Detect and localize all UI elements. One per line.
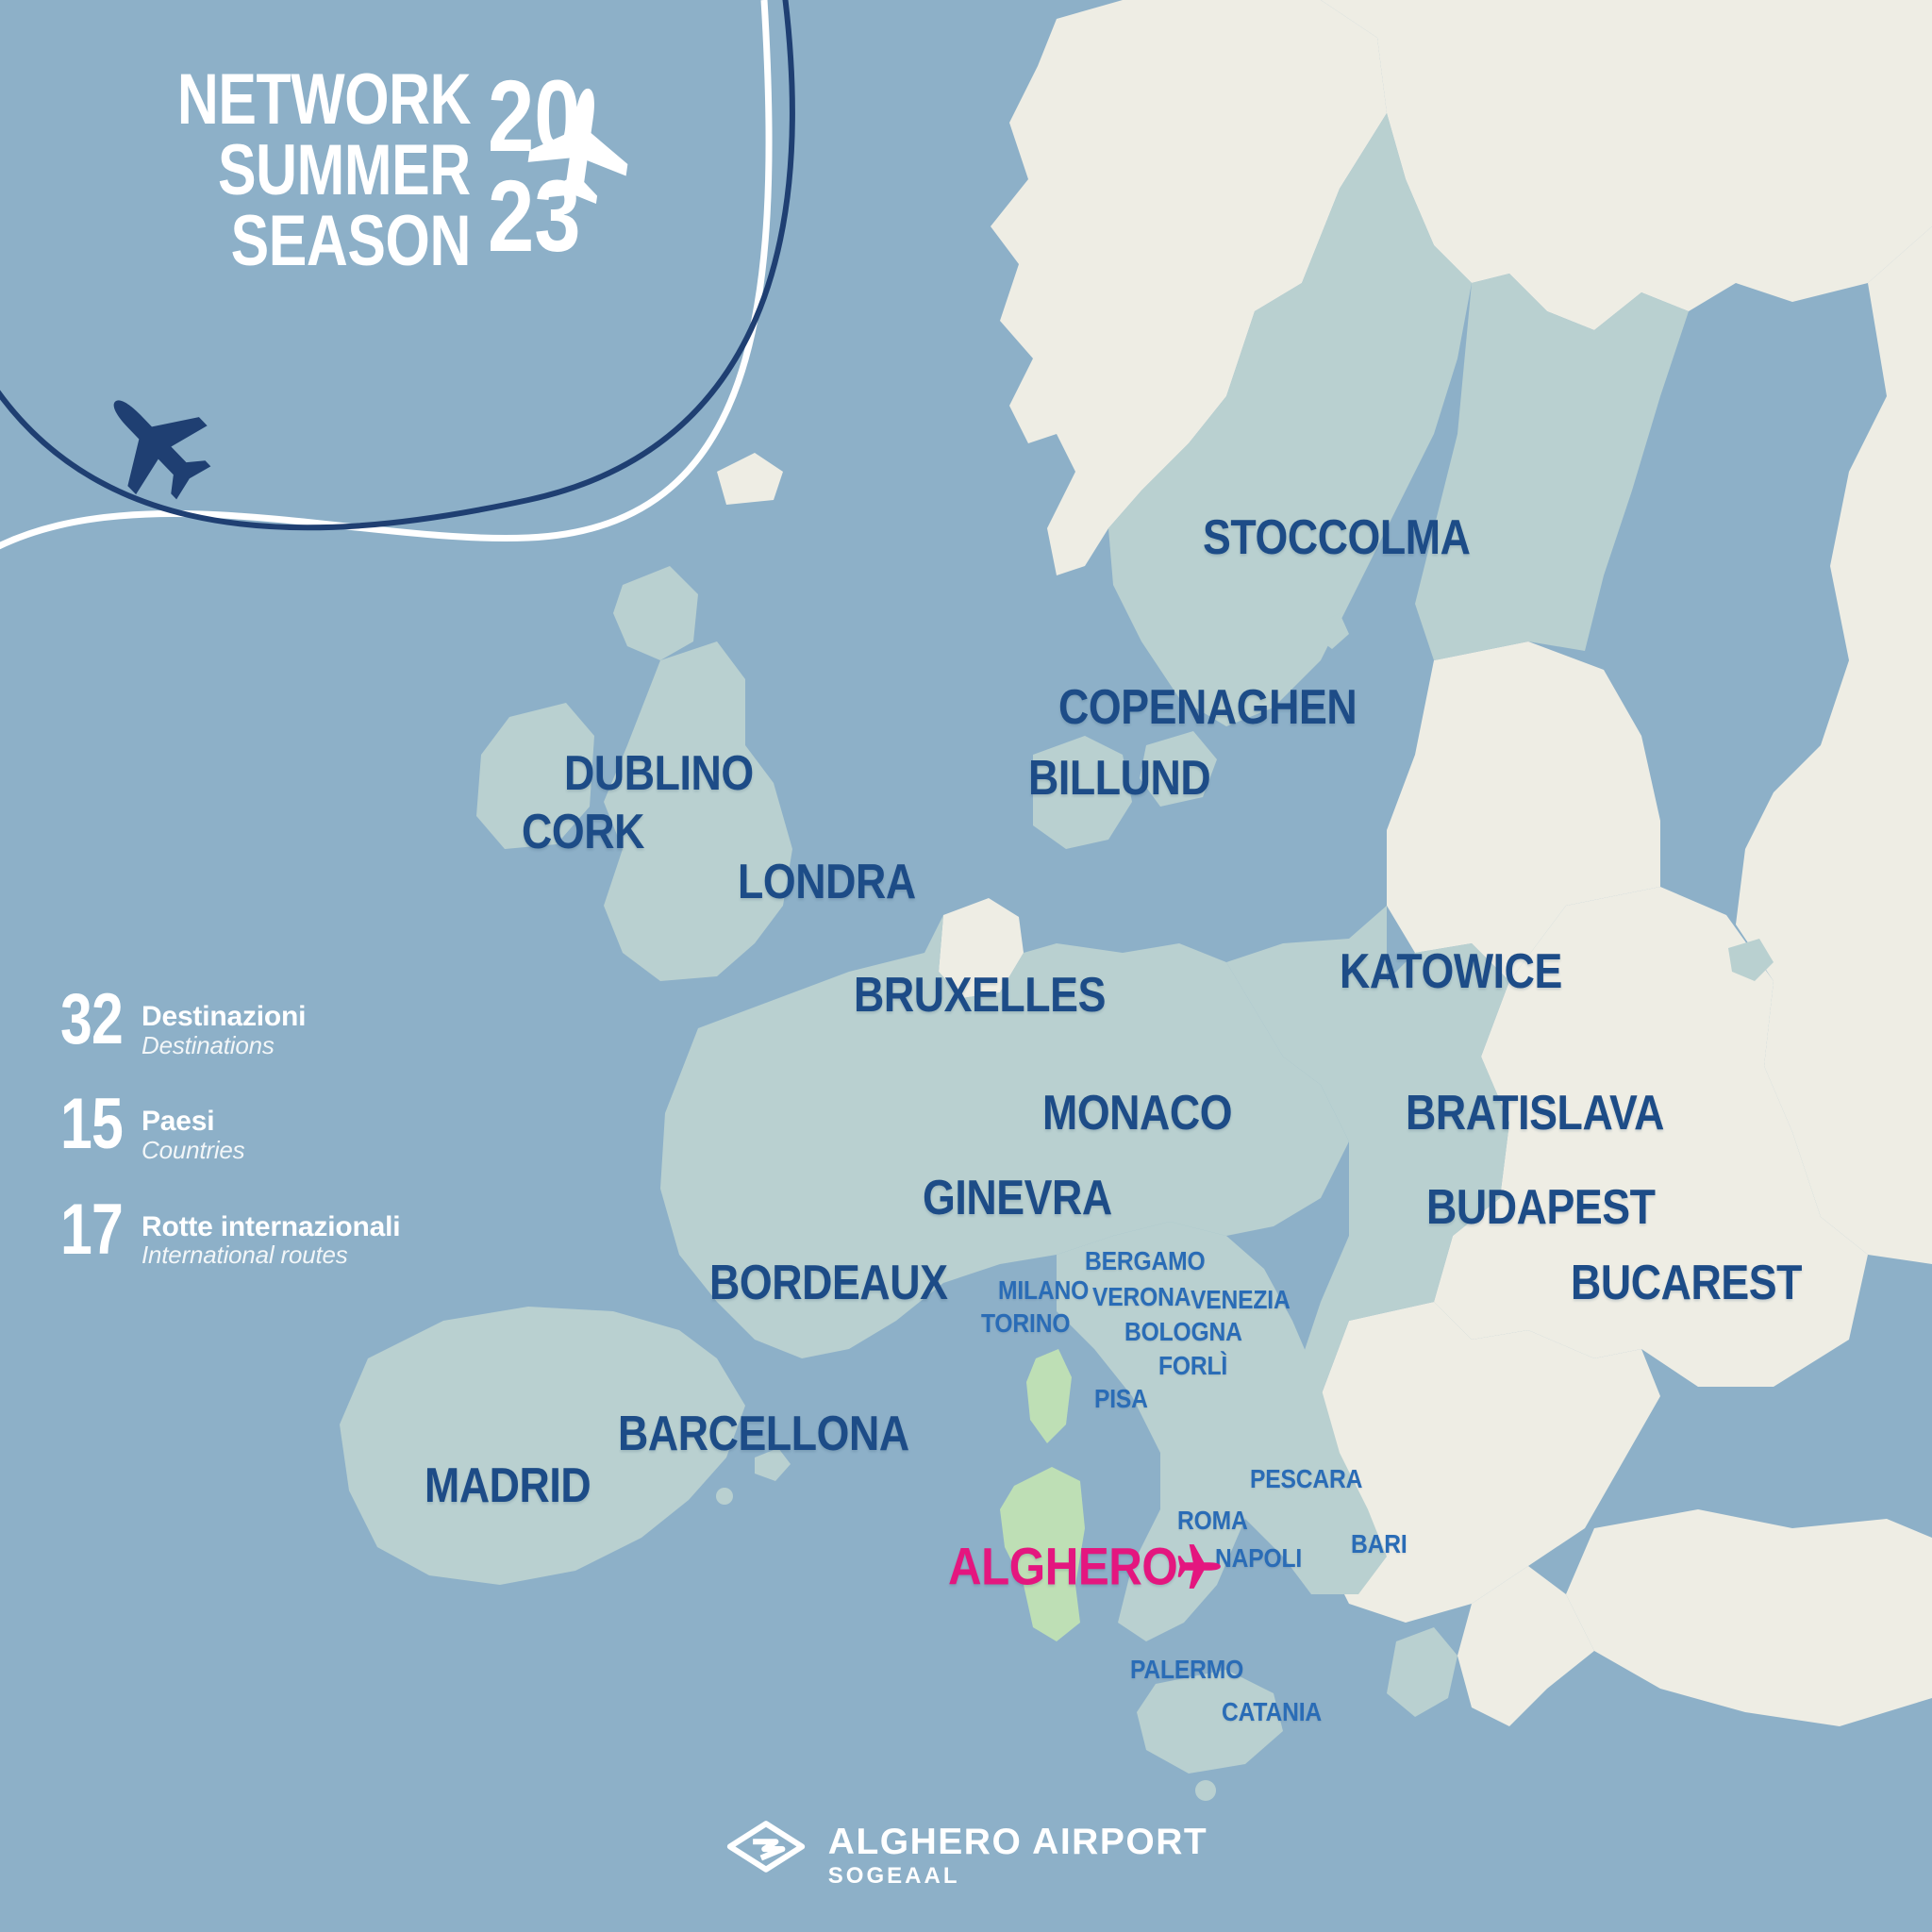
- city-label-bergamo: BERGAMO: [1085, 1246, 1206, 1275]
- city-label-catania: CATANIA: [1222, 1697, 1322, 1726]
- stat-text: Paesi Countries: [142, 1095, 245, 1164]
- city-label-bordeaux: BORDEAUX: [709, 1256, 948, 1310]
- city-label-ginevra: GINEVRA: [923, 1171, 1112, 1225]
- city-label-copenaghen: COPENAGHEN: [1058, 680, 1357, 735]
- stat-label-en: Destinations: [142, 1030, 275, 1059]
- city-label-verona: VERONA: [1092, 1282, 1191, 1311]
- airplane-icon: [1177, 1543, 1221, 1589]
- headline-block: NETWORK SUMMER SEASON 20 23: [104, 58, 601, 282]
- city-label-katowice: KATOWICE: [1340, 944, 1562, 999]
- city-label-dublino: DUBLINO: [564, 746, 754, 801]
- footer-subtitle: SOGEAAL: [827, 1863, 960, 1889]
- city-label-cork: CORK: [522, 805, 644, 859]
- headline-line-1: NETWORK: [176, 59, 472, 140]
- hub-label-text: ALGHERO: [948, 1536, 1178, 1596]
- stat-text: Destinazioni Destinations: [142, 991, 306, 1059]
- city-label-roma: ROMA: [1177, 1506, 1248, 1535]
- city-label-torino: TORINO: [981, 1308, 1071, 1338]
- city-label-milano: MILANO: [998, 1275, 1090, 1305]
- footer-text: ALGHERO AIRPORT SOGEAAL: [828, 1824, 1208, 1888]
- city-label-palermo: PALERMO: [1130, 1655, 1244, 1684]
- year-bottom: 23: [488, 158, 581, 273]
- city-label-bucarest: BUCAREST: [1571, 1256, 1803, 1310]
- stat-number: 17: [60, 1189, 124, 1270]
- city-label-londra: LONDRA: [738, 855, 916, 909]
- city-label-bratislava: BRATISLAVA: [1406, 1086, 1664, 1141]
- stat-number: 15: [60, 1084, 124, 1165]
- stats-block: 32 Destinazioni Destinations 15 Paesi Co…: [60, 979, 401, 1306]
- year-top: 20: [488, 58, 581, 173]
- stat-label-en: Countries: [142, 1135, 245, 1164]
- headline-line-3: SEASON: [230, 201, 472, 282]
- city-label-pisa: PISA: [1094, 1384, 1148, 1413]
- city-label-stoccolma: STOCCOLMA: [1203, 510, 1471, 565]
- footer-title: ALGHERO AIRPORT: [827, 1822, 1208, 1862]
- stat-label-en: International routes: [142, 1241, 348, 1270]
- stat-label-it: Rotte internazionali: [142, 1210, 401, 1242]
- stat-label-it: Paesi: [142, 1106, 215, 1138]
- city-label-billund: BILLUND: [1028, 751, 1211, 806]
- city-label-forli: FORLÌ: [1158, 1351, 1228, 1380]
- headline-line-2: SUMMER: [218, 130, 472, 211]
- stat-label-it: Destinazioni: [142, 1001, 307, 1032]
- stat-text: Rotte internazionali International route…: [142, 1201, 401, 1270]
- city-label-barcellona: BARCELLONA: [618, 1407, 909, 1461]
- stat-item: 15 Paesi Countries: [60, 1084, 400, 1165]
- stat-number: 32: [60, 979, 124, 1059]
- city-label-madrid: MADRID: [425, 1458, 591, 1513]
- city-label-bologna: BOLOGNA: [1124, 1317, 1242, 1346]
- stat-item: 32 Destinazioni Destinations: [60, 979, 400, 1059]
- city-label-napoli: NAPOLI: [1215, 1543, 1303, 1573]
- city-label-bruxelles: BRUXELLES: [854, 968, 1106, 1023]
- footer-branding: ALGHERO AIRPORT SOGEAAL: [0, 1819, 1932, 1892]
- hub-label-alghero: ALGHERO: [948, 1536, 1224, 1597]
- city-label-bari: BARI: [1351, 1529, 1407, 1558]
- stat-item: 17 Rotte internazionali International ro…: [60, 1189, 401, 1270]
- headline-year: 20 23: [488, 58, 601, 273]
- city-label-pescara: PESCARA: [1250, 1464, 1363, 1493]
- city-label-budapest: BUDAPEST: [1426, 1180, 1656, 1235]
- city-label-venezia: VENEZIA: [1191, 1285, 1291, 1314]
- sogeaal-diamond-logo: [726, 1821, 805, 1873]
- city-label-monaco: MONACO: [1042, 1086, 1233, 1141]
- headline-words: NETWORK SUMMER SEASON: [104, 59, 472, 282]
